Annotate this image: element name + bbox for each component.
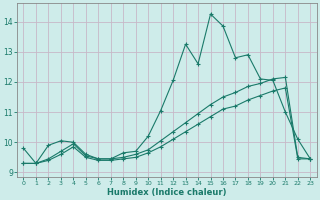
X-axis label: Humidex (Indice chaleur): Humidex (Indice chaleur)	[107, 188, 227, 197]
